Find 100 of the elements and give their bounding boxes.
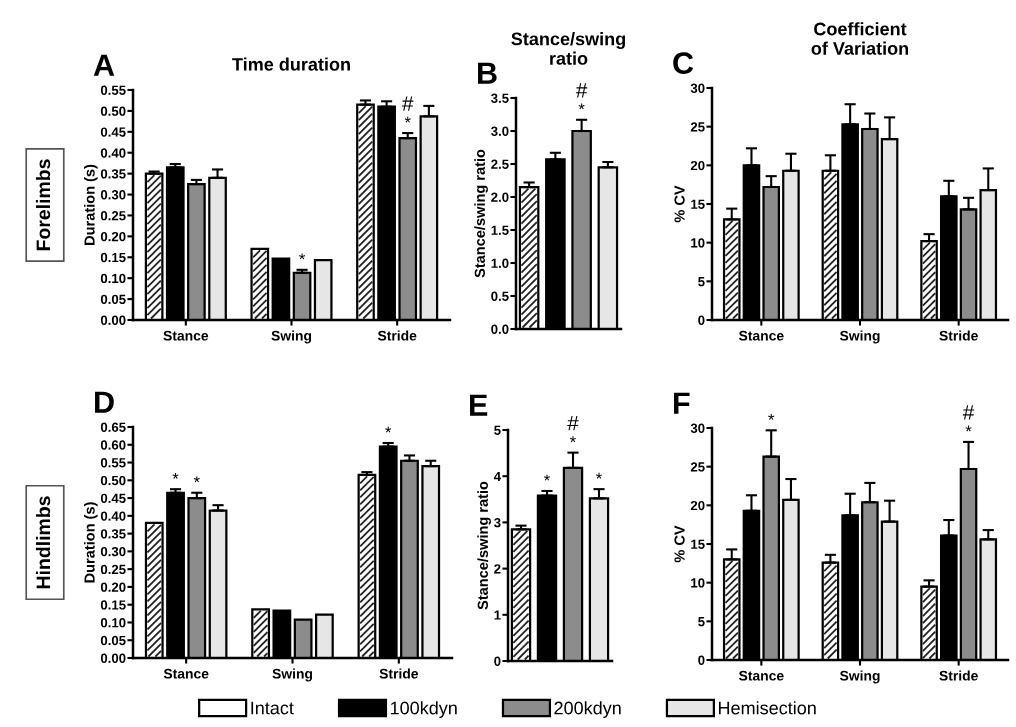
text: E — [470, 394, 488, 416]
y-tick-label: 5 — [494, 425, 501, 435]
legend-label: Intact — [251, 701, 294, 715]
annotation: # — [962, 405, 975, 420]
annotation: # — [575, 83, 588, 98]
y-tick-label: 3 — [494, 517, 501, 528]
y-tick-label: 1.0 — [491, 258, 509, 268]
y-tick-label: 0.15 — [100, 600, 126, 610]
y-tick-label: 0.25 — [100, 211, 126, 221]
y-tick-label: 10 — [691, 238, 705, 248]
y-tick-label: 0.50 — [100, 106, 126, 116]
annotation: * — [385, 426, 392, 433]
y-tick-label: 0.00 — [100, 315, 126, 325]
y-tick-label: 25 — [690, 122, 705, 132]
text: Forelimbs — [35, 159, 51, 251]
y-tick-label: 5 — [698, 277, 705, 287]
y-tick-label: 0.5 — [491, 291, 509, 301]
annotation: * — [578, 103, 585, 110]
y-tick-label: 0.05 — [100, 635, 126, 646]
x-tick-label: Stance — [738, 670, 784, 681]
y-tick-label: 3.0 — [491, 126, 509, 136]
annotation: * — [172, 472, 179, 479]
y-tick-label: 0.45 — [100, 493, 126, 503]
y-tick-label: 0.40 — [100, 148, 126, 158]
y-tick-label: 0.10 — [100, 273, 126, 284]
y-tick-label: 15 — [691, 199, 705, 209]
y-tick-label: 10 — [691, 578, 705, 588]
y-tick-label: 0.35 — [100, 529, 126, 539]
x-tick-label: Stance — [163, 668, 209, 679]
annotation: # — [567, 416, 579, 431]
y-tick-label: 2 — [494, 564, 501, 574]
x-tick-label: Stance — [738, 330, 784, 341]
y-tick-label: 0.0 — [491, 324, 509, 334]
text: D — [95, 391, 114, 413]
text: B — [478, 62, 497, 84]
y-axis-title: Duration (s) — [84, 502, 98, 583]
legend-label: 200kdyn — [554, 701, 621, 718]
x-tick-label: Stride — [377, 330, 417, 341]
x-tick-label: Swing — [839, 330, 880, 344]
x-tick-label: Stride — [939, 670, 978, 681]
annotation: * — [965, 425, 972, 432]
y-tick-label: 20 — [690, 160, 705, 171]
y-tick-label: 0.55 — [100, 85, 126, 95]
y-tick-label: 0.30 — [100, 546, 126, 557]
y-tick-label: 3.5 — [491, 93, 509, 103]
x-tick-label: Swing — [271, 330, 312, 344]
y-tick-label: 0.15 — [100, 252, 126, 263]
y-tick-label: 0.40 — [100, 511, 126, 521]
y-tick-label: 0.65 — [100, 422, 126, 432]
y-tick-label: 0.45 — [100, 127, 126, 137]
y-tick-label: 0.30 — [100, 190, 126, 200]
y-tick-label: 0.05 — [100, 294, 126, 304]
y-tick-label: 0.20 — [100, 582, 126, 592]
y-tick-label: 0.00 — [100, 653, 126, 663]
x-tick-label: Stance — [163, 330, 209, 341]
y-tick-label: 5 — [698, 617, 705, 627]
y-axis-title: % CV — [674, 525, 685, 563]
y-tick-label: 0.25 — [100, 564, 126, 575]
y-axis-title: Duration (s) — [84, 164, 98, 245]
y-tick-label: 2.5 — [491, 159, 509, 169]
y-tick-label: 15 — [691, 539, 705, 549]
annotation: * — [299, 253, 306, 260]
y-tick-label: 0.10 — [100, 618, 126, 628]
text: Stance/swing ratio — [474, 149, 488, 278]
y-tick-label: 20 — [690, 500, 705, 511]
y-axis-title: % CV — [674, 185, 685, 223]
y-tick-label: 0.55 — [100, 458, 126, 468]
annotation: # — [402, 96, 414, 111]
x-tick-label: Stride — [379, 668, 419, 679]
y-tick-label: 1 — [494, 610, 501, 620]
y-tick-label: 0 — [698, 315, 705, 325]
y-tick-label: 0.20 — [100, 231, 126, 242]
annotation: * — [596, 472, 602, 479]
chart-title: Coefficient of Variation — [811, 22, 909, 55]
y-tick-label: 0 — [494, 656, 501, 666]
annotation: * — [570, 436, 576, 443]
y-tick-label: 25 — [690, 462, 705, 472]
y-tick-label: 0 — [698, 655, 705, 665]
y-tick-label: 0.60 — [100, 440, 126, 450]
text: Hindlimbs — [35, 496, 51, 589]
y-tick-label: 4 — [493, 471, 501, 481]
y-tick-label: 2.0 — [491, 192, 509, 202]
chart-title: Time duration — [232, 57, 350, 71]
annotation: * — [768, 414, 775, 420]
y-tick-label: 30 — [690, 423, 705, 433]
text: A — [93, 54, 115, 76]
y-axis-title: Stance/swing ratio — [477, 481, 491, 610]
y-tick-label: 0.50 — [100, 475, 126, 486]
x-tick-label: Swing — [272, 668, 313, 682]
legend-label: 100kdyn — [390, 701, 457, 718]
text: C — [673, 52, 694, 74]
annotation: * — [404, 116, 411, 123]
x-tick-label: Swing — [839, 670, 880, 684]
text: F — [674, 392, 690, 414]
y-tick-label: 30 — [690, 83, 705, 93]
y-tick-label: 1.5 — [491, 225, 509, 235]
annotation: * — [193, 476, 200, 483]
legend-label: Hemisection — [718, 701, 816, 715]
y-axis-title: Stance/swing ratio — [511, 32, 625, 65]
y-tick-label: 0.35 — [100, 169, 126, 179]
